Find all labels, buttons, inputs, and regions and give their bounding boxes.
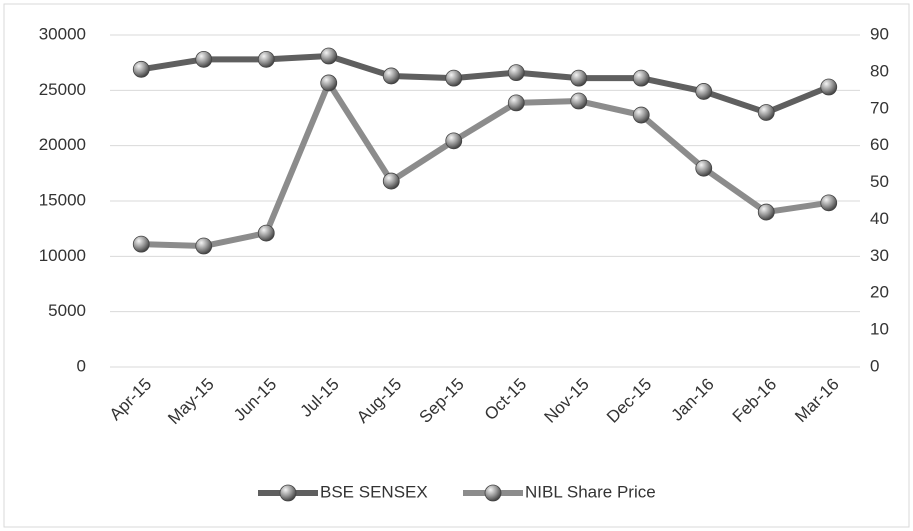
y-tick-label: 25000	[39, 80, 86, 99]
y2-tick-label: 10	[870, 320, 889, 339]
point-marker	[632, 69, 650, 87]
point-marker	[320, 74, 338, 92]
legend-label: BSE SENSEX	[320, 482, 428, 501]
chart-frame	[3, 3, 910, 528]
point-marker	[820, 78, 838, 96]
y-tick-label: 5000	[48, 301, 86, 320]
y2-tick-label: 90	[870, 24, 889, 43]
point-marker	[695, 83, 713, 100]
y2-tick-label: 20	[870, 283, 889, 302]
point-marker	[382, 67, 400, 85]
y2-tick-label: 70	[870, 98, 889, 117]
point-marker	[695, 159, 713, 177]
legend-label: NIBL Share Price	[525, 482, 656, 501]
series-line	[141, 79, 830, 250]
point-marker	[257, 50, 275, 68]
y2-tick-label: 40	[870, 209, 889, 228]
point-marker	[445, 132, 463, 150]
point-marker	[195, 237, 213, 255]
point-marker	[132, 235, 150, 253]
y-tick-label: 30000	[39, 24, 86, 43]
point-marker	[320, 47, 338, 65]
point-marker	[507, 94, 525, 112]
point-marker	[445, 69, 463, 87]
y-tick-label: 15000	[39, 190, 86, 209]
point-marker	[195, 50, 213, 68]
point-marker	[132, 60, 150, 78]
point-marker	[257, 224, 275, 242]
point-marker	[820, 194, 838, 212]
legend-marker	[484, 484, 502, 502]
series-line	[140, 53, 830, 116]
y2-tick-label: 80	[870, 61, 889, 80]
point-marker	[632, 106, 650, 124]
legend-marker	[279, 484, 297, 502]
y2-tick-label: 50	[870, 172, 889, 191]
point-marker	[570, 69, 588, 87]
point-marker	[757, 203, 775, 221]
y-tick-label: 0	[77, 356, 86, 375]
y2-tick-label: 0	[870, 356, 879, 375]
y-tick-label: 20000	[39, 135, 86, 154]
point-marker	[757, 104, 775, 121]
y-tick-label: 10000	[39, 246, 86, 265]
point-marker	[382, 172, 400, 190]
point-marker	[507, 64, 525, 82]
y2-tick-label: 60	[870, 135, 889, 154]
point-marker	[570, 92, 588, 110]
y2-tick-label: 30	[870, 246, 889, 265]
